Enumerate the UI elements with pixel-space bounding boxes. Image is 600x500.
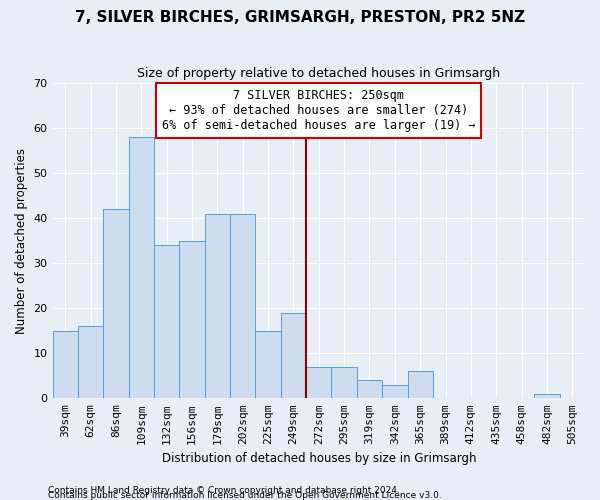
Title: Size of property relative to detached houses in Grimsargh: Size of property relative to detached ho… [137, 68, 500, 80]
Bar [154, 245, 179, 398]
Text: Contains public sector information licensed under the Open Government Licence v3: Contains public sector information licen… [48, 490, 442, 500]
Bar [53, 331, 78, 398]
Text: 7 SILVER BIRCHES: 250sqm
← 93% of detached houses are smaller (274)
6% of semi-d: 7 SILVER BIRCHES: 250sqm ← 93% of detach… [162, 90, 476, 132]
Bar [357, 380, 382, 398]
Bar [230, 214, 256, 398]
Bar [331, 367, 357, 398]
Bar [128, 137, 154, 398]
Bar [256, 331, 281, 398]
Bar [179, 240, 205, 398]
Bar [281, 312, 306, 398]
Bar [103, 209, 128, 398]
Y-axis label: Number of detached properties: Number of detached properties [15, 148, 28, 334]
Bar [306, 367, 331, 398]
Bar [534, 394, 560, 398]
X-axis label: Distribution of detached houses by size in Grimsargh: Distribution of detached houses by size … [161, 452, 476, 465]
Bar [205, 214, 230, 398]
Bar [407, 372, 433, 398]
Text: Contains HM Land Registry data © Crown copyright and database right 2024.: Contains HM Land Registry data © Crown c… [48, 486, 400, 495]
Bar [78, 326, 103, 398]
Text: 7, SILVER BIRCHES, GRIMSARGH, PRESTON, PR2 5NZ: 7, SILVER BIRCHES, GRIMSARGH, PRESTON, P… [75, 10, 525, 25]
Bar [382, 385, 407, 398]
